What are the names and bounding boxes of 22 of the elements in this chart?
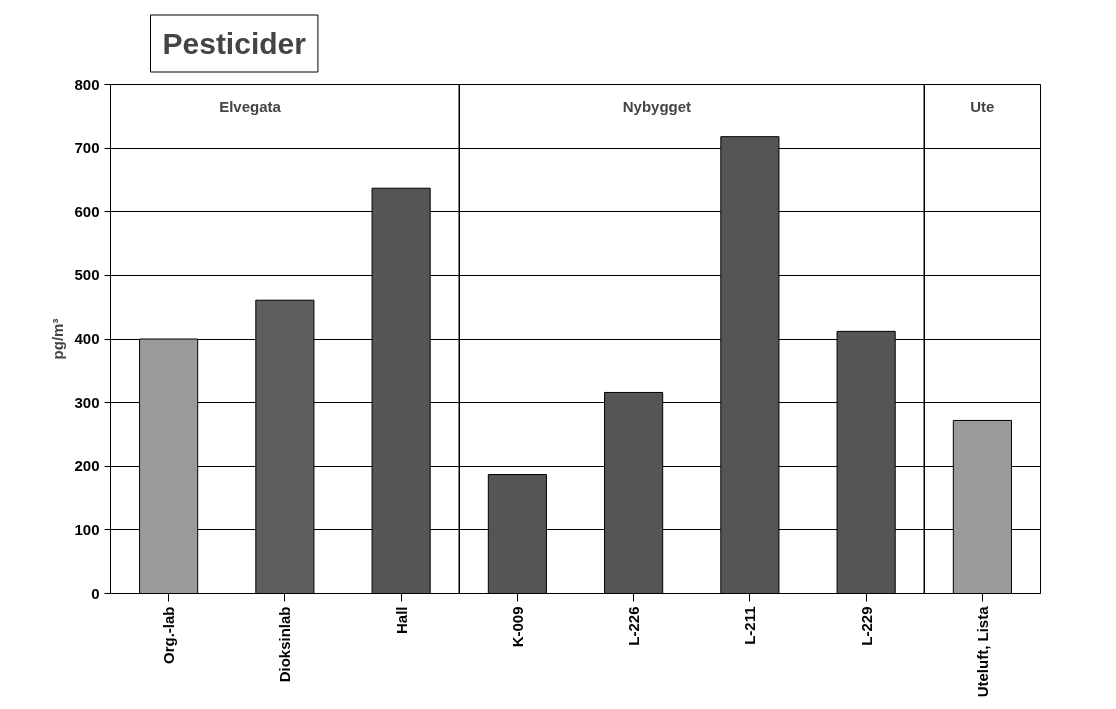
y-tick-label: 300	[74, 393, 100, 411]
x-tick-label: Dioksinlab	[276, 606, 294, 683]
x-tick-label: Uteluft, Lista	[973, 605, 991, 698]
x-tick-label: Org.-lab	[160, 606, 178, 664]
y-axis-title: pg/m³	[49, 318, 67, 360]
y-tick-label: 0	[91, 584, 100, 602]
x-tick-label: L-229	[857, 606, 875, 646]
x-tick-label: Hall	[392, 606, 410, 635]
chart-title: Pesticider	[162, 27, 307, 60]
y-tick-label: 700	[74, 139, 100, 157]
annotation: Nybygget	[622, 98, 692, 115]
y-tick-label: 400	[74, 330, 100, 347]
annotation: Elvegata	[219, 98, 282, 115]
x-tick-label: L-226	[625, 606, 643, 646]
y-tick-label: 500	[74, 266, 100, 284]
y-tick-label: 800	[74, 75, 100, 93]
y-tick-label: 600	[74, 202, 100, 220]
y-tick-label: 100	[74, 520, 100, 538]
annotation: Ute	[970, 98, 995, 115]
x-tick-label: K-009	[508, 606, 526, 648]
y-tick-label: 200	[74, 457, 100, 475]
x-tick-label: L-211	[741, 606, 759, 645]
